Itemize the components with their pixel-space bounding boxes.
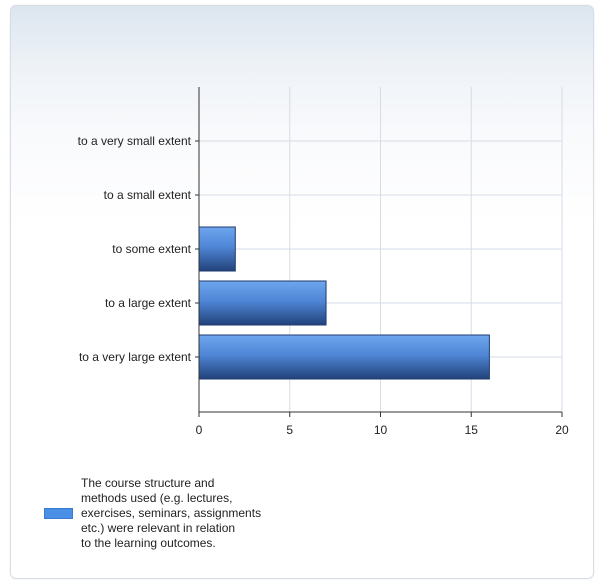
x-tick-label: 0 — [196, 423, 203, 437]
bar — [198, 280, 327, 326]
y-tick-label: to some extent — [112, 242, 191, 256]
bar — [198, 226, 236, 272]
x-tick-label: 20 — [555, 423, 569, 437]
x-tick-label: 10 — [374, 423, 388, 437]
y-tick-label: to a large extent — [105, 296, 192, 310]
x-tick-label: 5 — [286, 423, 293, 437]
y-tick-label: to a very large extent — [79, 350, 192, 364]
y-tick-label: to a small extent — [104, 188, 192, 202]
legend: The course structure and methods used (e… — [44, 476, 314, 551]
bar — [198, 334, 490, 380]
legend-swatch — [44, 508, 73, 519]
y-tick-label: to a very small extent — [78, 134, 192, 148]
legend-label: The course structure and methods used (e… — [81, 476, 262, 550]
x-tick-label: 15 — [465, 423, 479, 437]
